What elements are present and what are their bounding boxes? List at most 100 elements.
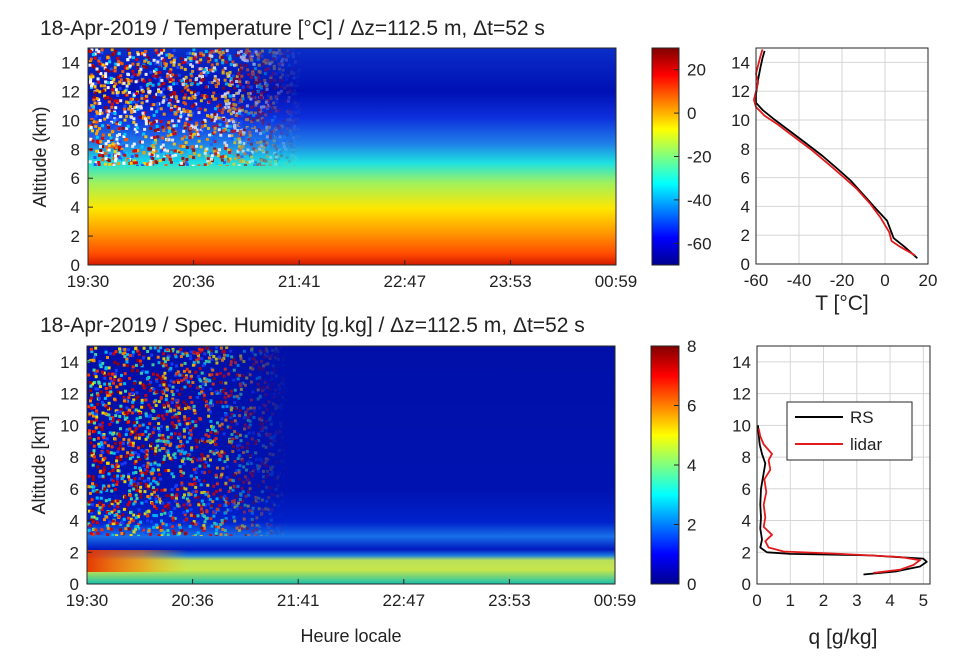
humidity-profile-line-rs <box>757 425 928 576</box>
temperature-x-tick-label: 00:59 <box>595 272 638 291</box>
humidity-profile-line-lidar <box>757 428 921 574</box>
temperature-y-ticks: 0 2 4 6 8 10 12 14 <box>61 53 93 275</box>
temperature-profile-lines <box>753 49 918 259</box>
humidity-y-tick-label: 8 <box>70 448 79 467</box>
temperature-x-tick-label: 21:41 <box>278 272 321 291</box>
temperature-y-tick-label: 2 <box>71 227 80 246</box>
temperature-colorbar-tick-label: -20 <box>687 148 712 167</box>
temperature-y-tick-label: 14 <box>61 53 80 72</box>
temperature-profile-y-ticks: 0 2 4 6 8 10 12 14 <box>731 53 750 274</box>
temperature-heatmap-panel: 18-Apr-2019 / Temperature [°C] / Δz=112.… <box>30 17 712 291</box>
humidity-x-tick-label: 19:30 <box>66 591 109 610</box>
humidity-profile-x-tick-label: 5 <box>919 591 928 610</box>
temperature-title: 18-Apr-2019 / Temperature [°C] / Δz=112.… <box>40 17 545 40</box>
humidity-x-tick-label: 22:47 <box>383 591 426 610</box>
temperature-y-tick-label: 10 <box>61 111 80 130</box>
temperature-profile-x-tick-label: -20 <box>830 271 855 290</box>
humidity-profile-x-tick-label: 0 <box>752 591 761 610</box>
humidity-y-tick-label: 0 <box>70 575 79 594</box>
humidity-profile-x-ticks: 0 1 2 3 4 5 <box>752 591 928 610</box>
temperature-profile-y-tick-label: 8 <box>741 140 750 159</box>
temperature-colorbar-tick-label: 20 <box>687 61 706 80</box>
humidity-y-tick-label: 6 <box>70 480 79 499</box>
temperature-colorbar-tick-label: -60 <box>687 234 712 253</box>
humidity-colorbar-tick-label: 8 <box>687 337 696 356</box>
legend-lidar-label: lidar <box>850 435 882 454</box>
humidity-profile-x-label: q [g/kg] <box>809 626 878 649</box>
humidity-x-ticks: 19:30 20:36 21:41 22:47 23:53 00:59 <box>66 579 637 610</box>
humidity-y-tick-label: 4 <box>70 512 79 531</box>
humidity-x-tick-label: 00:59 <box>594 591 637 610</box>
temperature-noise <box>88 48 306 169</box>
temperature-y-label: Altitude (km) <box>30 106 50 207</box>
temperature-x-tick-label: 23:53 <box>489 272 532 291</box>
temperature-y-tick-label: 12 <box>61 82 80 101</box>
humidity-x-tick-label: 21:41 <box>277 591 320 610</box>
legend-rs-label: RS <box>850 408 874 427</box>
humidity-field <box>87 346 615 584</box>
humidity-frame <box>86 345 616 585</box>
temperature-profile-y-tick-label: 6 <box>741 169 750 188</box>
humidity-profile-y-tick-label: 2 <box>742 543 751 562</box>
temperature-frame <box>87 47 617 266</box>
temperature-profile-x-tick-label: 0 <box>880 271 889 290</box>
humidity-colorbar-ticks: 8 6 4 2 0 <box>674 337 696 594</box>
humidity-profile-lines <box>757 425 928 576</box>
temperature-profile-y-tick-label: 2 <box>741 226 750 245</box>
humidity-x-tick-label: 23:53 <box>488 591 531 610</box>
humidity-profile-x-tick-label: 4 <box>885 591 894 610</box>
humidity-y-tick-label: 14 <box>60 353 79 372</box>
humidity-profile-y-tick-label: 0 <box>742 575 751 594</box>
temperature-colorbar-tick-label: 0 <box>687 104 696 123</box>
humidity-y-tick-label: 10 <box>60 416 79 435</box>
humidity-profile-y-tick-label: 6 <box>742 480 751 499</box>
temperature-y-tick-label: 8 <box>71 140 80 159</box>
humidity-colorbar-tick-label: 2 <box>687 516 696 535</box>
humidity-profile-y-tick-label: 8 <box>742 448 751 467</box>
humidity-x-label: Heure locale <box>300 626 401 646</box>
humidity-noise <box>87 346 290 539</box>
temperature-y-tick-label: 0 <box>71 256 80 275</box>
humidity-profile-x-tick-label: 1 <box>786 591 795 610</box>
temperature-y-tick-label: 6 <box>71 169 80 188</box>
temperature-profile-frame <box>755 47 929 265</box>
temperature-x-tick-label: 22:47 <box>384 272 427 291</box>
temperature-profile-x-ticks: -60 -40 -20 0 20 <box>744 271 938 290</box>
humidity-heatmap-panel: 18-Apr-2019 / Spec. Humidity [g.kg] / Δz… <box>29 314 696 646</box>
humidity-y-tick-label: 12 <box>60 385 79 404</box>
temperature-profile-x-tick-label: -40 <box>787 271 812 290</box>
humidity-y-ticks: 0 2 4 6 8 10 12 14 <box>60 353 92 594</box>
humidity-colorbar-tick-label: 0 <box>687 575 696 594</box>
humidity-early-boundary-layer <box>87 550 187 572</box>
temperature-x-ticks: 19:30 20:36 21:41 22:47 23:53 00:59 <box>67 260 638 291</box>
humidity-x-tick-label: 20:36 <box>171 591 214 610</box>
humidity-y-label: Altitude [km] <box>29 415 49 514</box>
temperature-y-tick-label: 4 <box>71 198 80 217</box>
temperature-profile-y-tick-label: 4 <box>741 197 750 216</box>
humidity-profile-y-ticks: 0 2 4 6 8 10 12 14 <box>732 353 751 594</box>
temperature-profile-x-tick-label: 20 <box>919 271 938 290</box>
humidity-profile-legend: RS lidar <box>786 401 913 461</box>
temperature-colorbar-ticks: 20 0 -20 -40 -60 <box>674 61 712 253</box>
temperature-profile-y-tick-label: 12 <box>731 82 750 101</box>
temperature-x-tick-label: 19:30 <box>67 272 110 291</box>
temperature-colorbar-tick-label: -40 <box>687 191 712 210</box>
humidity-y-tick-label: 2 <box>70 543 79 562</box>
temperature-profile-panel: -60 -40 -20 0 20 0 2 4 6 8 10 12 14 T [°C] <box>731 47 938 315</box>
humidity-colorbar-tick-label: 6 <box>687 397 696 416</box>
temperature-x-tick-label: 20:36 <box>172 272 215 291</box>
temperature-profile-line-lidar <box>753 49 916 257</box>
humidity-profile-y-tick-label: 12 <box>732 385 751 404</box>
humidity-profile-frame <box>756 345 931 585</box>
humidity-profile-y-tick-label: 4 <box>742 512 751 531</box>
humidity-colorbar-tick-label: 4 <box>687 456 696 475</box>
temperature-profile-x-tick-label: -60 <box>744 271 769 290</box>
humidity-title: 18-Apr-2019 / Spec. Humidity [g.kg] / Δz… <box>40 314 585 337</box>
temperature-profile-y-tick-label: 10 <box>731 111 750 130</box>
humidity-profile-y-tick-label: 14 <box>732 353 751 372</box>
humidity-profile-x-tick-label: 2 <box>819 591 828 610</box>
legend-box <box>786 401 913 461</box>
humidity-profile-x-tick-label: 3 <box>852 591 861 610</box>
